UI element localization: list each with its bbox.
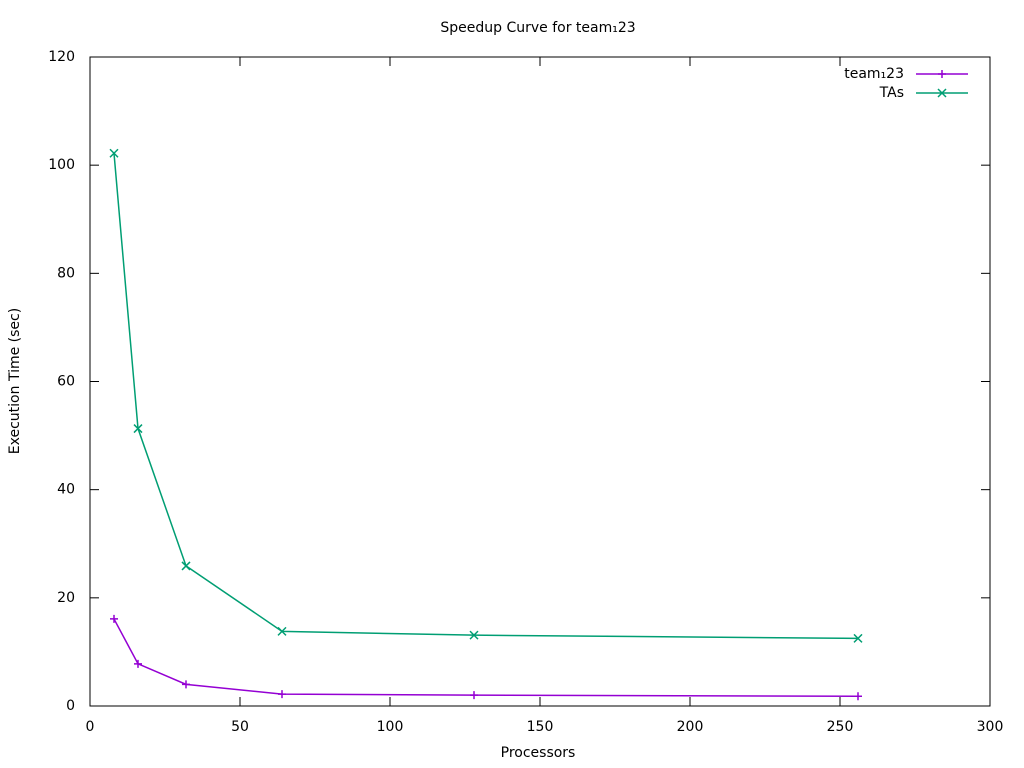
chart-title: Speedup Curve for team₁23 bbox=[440, 20, 635, 36]
y-tick-label: 60 bbox=[57, 374, 75, 390]
data-point bbox=[853, 633, 863, 643]
data-point bbox=[134, 659, 142, 668]
data-point bbox=[133, 424, 143, 434]
x-tick-label: 100 bbox=[377, 719, 404, 735]
y-tick-label: 20 bbox=[57, 590, 75, 606]
x-tick-label: 200 bbox=[677, 719, 704, 735]
x-tick-label: 0 bbox=[86, 719, 95, 735]
x-axis-label: Processors bbox=[501, 745, 576, 761]
legend-marker bbox=[938, 70, 946, 78]
y-tick-label: 120 bbox=[48, 49, 75, 65]
y-tick-label: 80 bbox=[57, 265, 75, 281]
legend-label: TAs bbox=[879, 85, 904, 101]
x-tick-label: 300 bbox=[977, 719, 1004, 735]
data-point bbox=[277, 626, 287, 636]
series-line bbox=[113, 153, 859, 640]
series-line bbox=[113, 618, 859, 698]
data-point bbox=[182, 680, 190, 689]
y-tick-label: 0 bbox=[66, 698, 75, 714]
data-point bbox=[110, 614, 118, 623]
x-tick-label: 250 bbox=[827, 719, 854, 735]
data-point bbox=[854, 692, 862, 701]
x-tick-label: 150 bbox=[527, 719, 554, 735]
legend-label: team₁23 bbox=[844, 66, 904, 82]
y-tick-label: 100 bbox=[48, 157, 75, 173]
y-axis-label: Execution Time (sec) bbox=[7, 308, 23, 454]
data-point bbox=[109, 148, 119, 158]
data-point bbox=[469, 630, 479, 640]
plot-frame bbox=[89, 56, 991, 707]
data-point bbox=[470, 691, 478, 700]
data-point bbox=[278, 690, 286, 699]
data-point bbox=[181, 561, 191, 571]
legend-marker bbox=[937, 88, 947, 98]
y-tick-label: 40 bbox=[57, 482, 75, 498]
x-tick-label: 50 bbox=[231, 719, 249, 735]
